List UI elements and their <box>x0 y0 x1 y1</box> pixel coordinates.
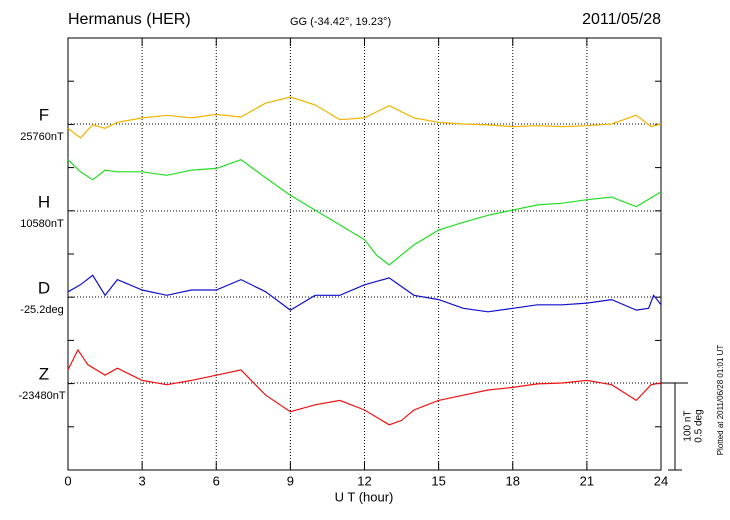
x-tick-label: 21 <box>580 473 594 488</box>
legend-label: Z <box>39 364 49 383</box>
x-tick-label: 18 <box>506 473 520 488</box>
x-tick-label: 24 <box>654 473 668 488</box>
chart-title: Hermanus (HER) <box>68 11 191 28</box>
series-line <box>67 274 662 313</box>
baseline-label: 10580nT <box>20 218 64 230</box>
x-axis-label: U T (hour) <box>335 489 394 504</box>
x-tick-label: 6 <box>213 473 220 488</box>
baseline-label: 25760nT <box>20 131 64 143</box>
legend-label: F <box>39 105 49 124</box>
baseline-label: -23480nT <box>18 390 65 402</box>
x-tick-label: 0 <box>64 473 71 488</box>
legend-label: D <box>38 278 50 297</box>
series-line <box>67 96 662 139</box>
legend-label: H <box>38 192 50 211</box>
scale-label: 100 nT <box>683 410 694 441</box>
chart-subtitle: GG (-34.42°, 19.23°) <box>290 16 391 28</box>
series-line <box>67 348 662 426</box>
chart-date: 2011/05/28 <box>582 11 661 28</box>
x-tick-label: 9 <box>287 473 294 488</box>
baseline-label: -25.2deg <box>20 304 63 316</box>
series-line <box>67 159 662 266</box>
footnote: Plotted at 2011/06/28 01:01 UT <box>716 345 725 456</box>
x-tick-label: 15 <box>431 473 445 488</box>
x-tick-label: 12 <box>357 473 371 488</box>
scale-label: 0.5 deg <box>694 409 705 442</box>
x-tick-label: 3 <box>139 473 146 488</box>
